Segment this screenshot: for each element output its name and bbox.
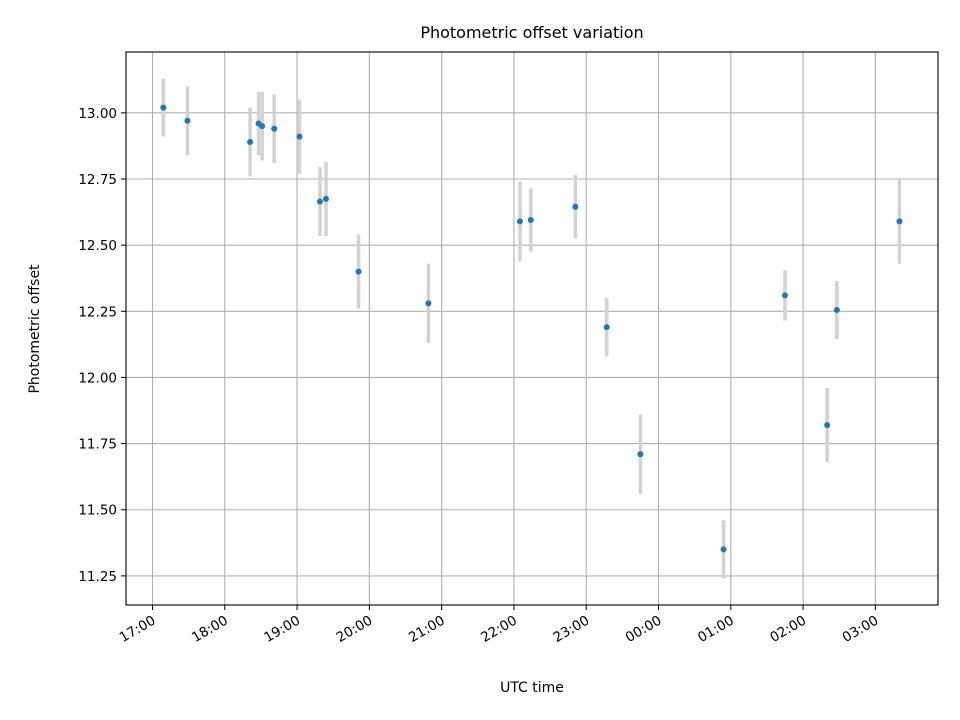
x-tick-label: 22:00: [478, 613, 520, 646]
chart-title: Photometric offset variation: [420, 23, 643, 42]
data-point: [322, 195, 329, 202]
y-tick-label: 11.50: [78, 503, 117, 519]
y-tick-label: 12.50: [78, 238, 117, 254]
y-tick-label: 12.75: [78, 172, 117, 188]
data-point: [271, 125, 278, 132]
x-tick-label: 19:00: [261, 613, 303, 646]
data-point: [316, 198, 323, 205]
data-point: [247, 138, 254, 145]
x-tick-label: 00:00: [623, 613, 665, 646]
data-point: [296, 133, 303, 140]
data-point: [824, 422, 831, 429]
data-point: [527, 217, 534, 224]
y-tick-label: 11.25: [78, 569, 117, 585]
data-point: [833, 306, 840, 313]
y-tick-label: 12.25: [78, 304, 117, 320]
y-tick-label: 11.75: [78, 437, 117, 453]
x-tick-label: 23:00: [551, 613, 593, 646]
x-tick-label: 02:00: [767, 613, 809, 646]
data-point: [160, 104, 167, 111]
data-point: [896, 218, 903, 225]
plot-frame: [125, 51, 939, 606]
y-tick-label: 12.00: [78, 370, 117, 386]
point-layer: [160, 104, 903, 553]
y-tick-layer: 11.25 11.50 11.75 12.00 12.25 12.50 12.75 13.00: [78, 106, 126, 585]
x-axis-label: UTC time: [500, 680, 564, 696]
grid-layer: [126, 52, 938, 605]
data-point: [425, 300, 432, 307]
x-tick-label: 18:00: [189, 613, 231, 646]
data-point: [637, 451, 644, 458]
data-point: [259, 123, 266, 130]
y-tick-label: 13.00: [78, 106, 117, 122]
x-tick-label: 21:00: [406, 613, 448, 646]
x-tick-label: 17:00: [117, 613, 159, 646]
data-point: [781, 292, 788, 299]
data-point: [184, 117, 191, 124]
errorbar-layer: [161, 78, 902, 579]
data-point: [516, 218, 523, 225]
x-tick-label: 20:00: [334, 613, 376, 646]
x-tick-layer: 17:00 18:00 19:00 20:00 21:00 22:00 23:00 00:00…: [117, 605, 882, 646]
data-point: [603, 324, 610, 331]
data-point: [572, 203, 579, 210]
data-point: [355, 268, 362, 275]
data-point: [720, 546, 727, 553]
x-tick-label: 01:00: [695, 613, 737, 646]
y-axis-label: Photometric offset: [27, 264, 43, 394]
x-tick-label: 03:00: [840, 613, 882, 646]
